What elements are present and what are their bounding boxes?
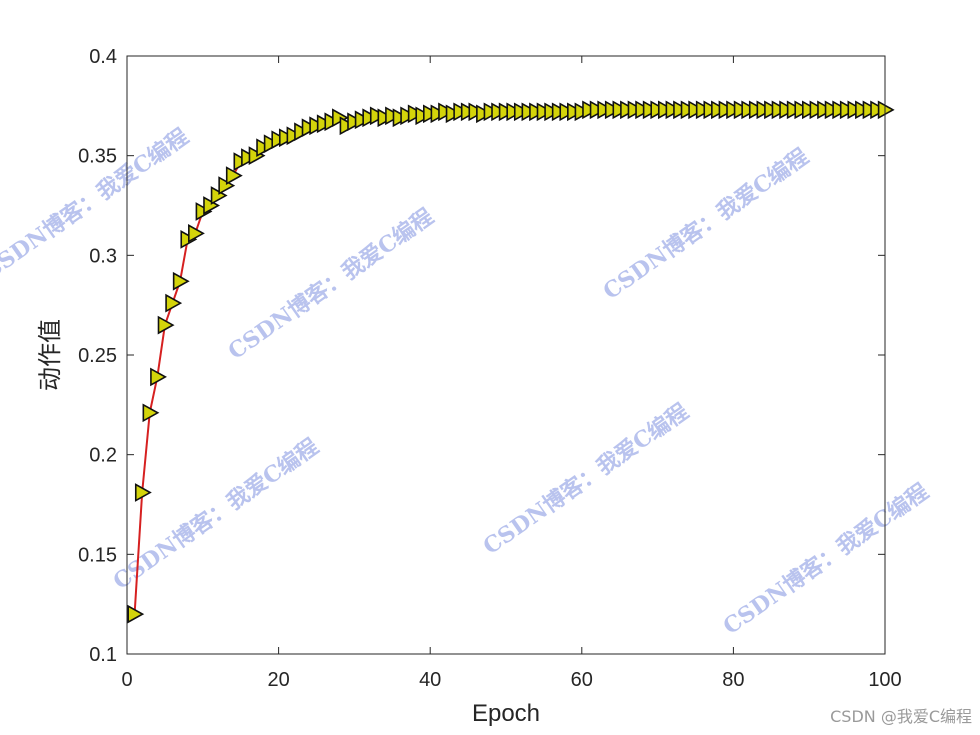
x-axis: 0 20 40 60 80 100 [121,56,902,691]
y-axis: 0.1 0.15 0.2 0.25 0.3 0.35 0.4 [78,46,885,666]
y-tick-label: 0.4 [89,46,117,68]
data-point-marker [127,604,145,624]
x-tick-label: 80 [722,669,744,691]
y-tick-label: 0.25 [78,345,117,367]
data-point-marker [172,271,190,291]
data-point-marker [157,315,175,335]
y-tick-label: 0.3 [89,245,117,267]
data-point-marker [134,483,152,502]
y-tick-label: 0.15 [78,544,117,566]
data-point-marker [188,224,205,243]
footer-credit: CSDN @我爱C编程 [830,707,972,726]
y-tick-label: 0.1 [89,644,117,666]
x-tick-label: 20 [267,669,289,691]
x-tick-label: 0 [121,669,132,691]
y-tick-label: 0.35 [78,146,117,168]
data-point-marker [877,100,895,120]
x-tick-label: 60 [571,669,593,691]
data-point-marker [150,367,167,387]
series-layer [127,100,895,624]
data-point-marker [142,403,160,423]
y-tick-label: 0.2 [89,445,117,467]
data-point-marker [165,293,183,313]
y-axis-label: 动作值 [37,319,64,391]
x-tick-label: 40 [419,669,441,691]
data-point-marker [225,166,243,185]
x-axis-label: Epoch [472,700,540,727]
x-tick-label: 100 [868,669,901,691]
